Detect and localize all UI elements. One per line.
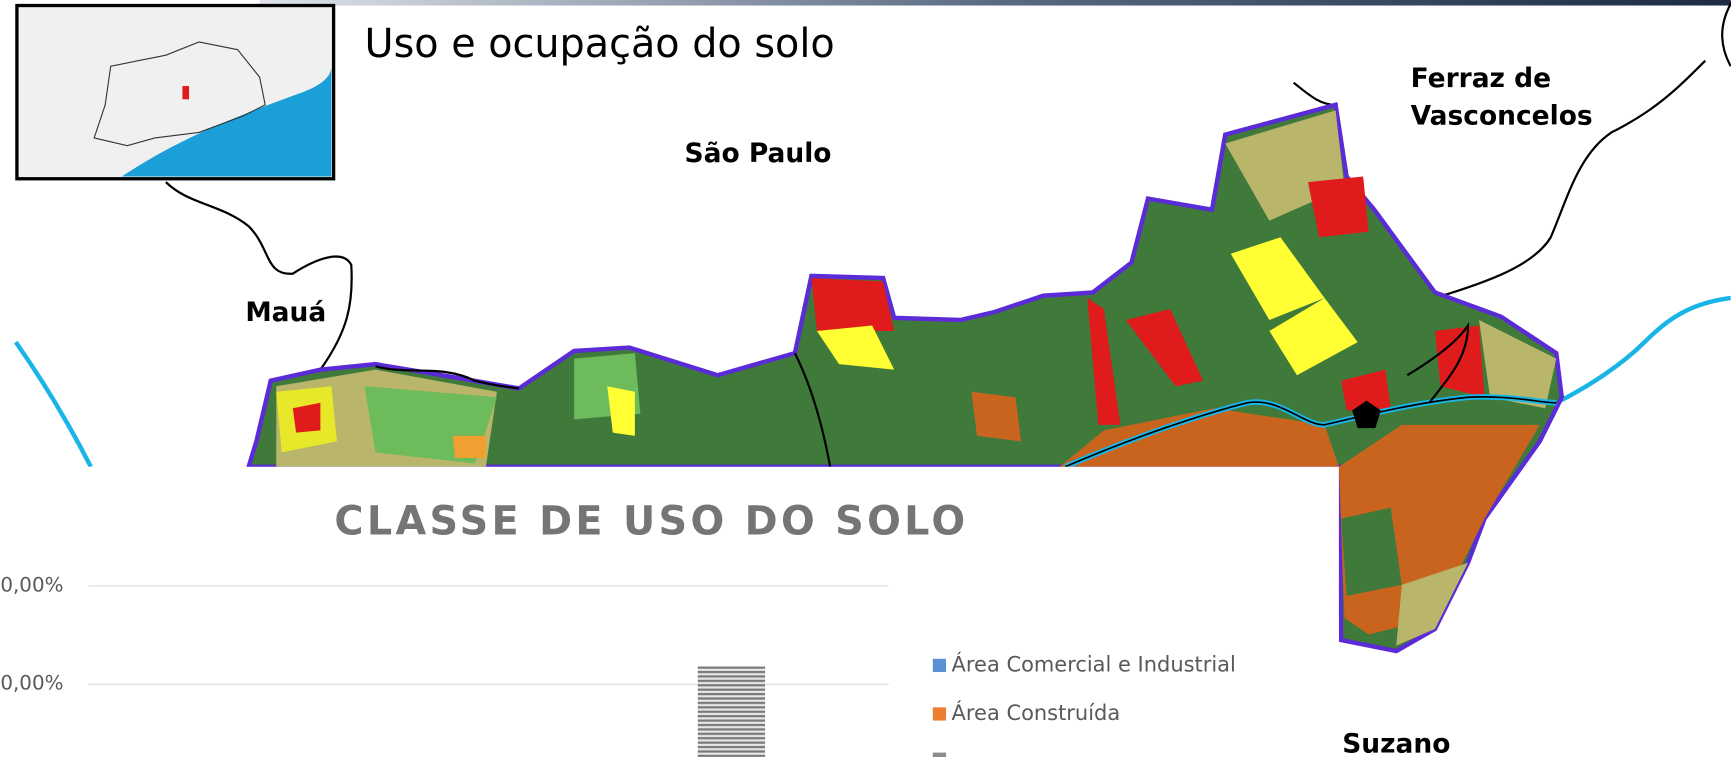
legend-swatch xyxy=(932,707,947,721)
top-bar xyxy=(259,0,1731,6)
legend-swatch xyxy=(932,658,947,673)
map-label: Mauá xyxy=(245,297,326,328)
map-label: Suzano xyxy=(1342,728,1450,757)
legend-swatch xyxy=(932,752,947,757)
chart: CLASSE DE USO DO SOLO 0,00% 0,00% Área C… xyxy=(0,466,1339,757)
inset-map xyxy=(15,3,336,181)
legend-label: Área Construída xyxy=(952,700,1121,725)
y-tick-label: 0,00% xyxy=(0,672,63,695)
map-label: Vasconcelos xyxy=(1411,100,1593,131)
map xyxy=(13,1,1731,654)
map-label: Ferraz de xyxy=(1411,63,1551,94)
y-tick-label: 0,00% xyxy=(0,573,63,596)
map-label: São Paulo xyxy=(685,138,832,169)
slide-title: Uso e ocupação do solo xyxy=(365,21,835,67)
chart-title: CLASSE DE USO DO SOLO xyxy=(334,499,968,545)
legend-label: Área Comercial e Industrial xyxy=(952,651,1236,676)
bar xyxy=(697,666,766,757)
